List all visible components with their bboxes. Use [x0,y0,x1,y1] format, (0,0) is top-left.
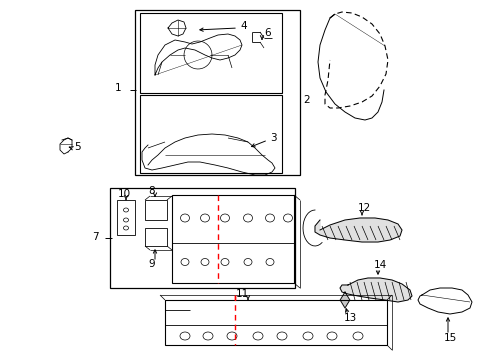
Text: 7: 7 [92,232,98,242]
Text: 2: 2 [303,95,309,105]
Text: 13: 13 [343,313,357,323]
Text: 5: 5 [74,142,81,152]
Text: 15: 15 [443,333,456,343]
Bar [172,195,293,283]
Bar [140,95,282,173]
Text: 1: 1 [115,83,121,93]
Polygon shape [314,218,401,242]
Bar [135,10,299,175]
Text: 9: 9 [148,259,154,269]
Bar [145,228,167,246]
Polygon shape [340,292,349,308]
Bar [164,300,386,345]
Text: 14: 14 [373,260,386,270]
Text: 4: 4 [240,21,246,31]
Text: 12: 12 [357,203,370,213]
Polygon shape [339,278,411,302]
Bar [110,188,294,288]
Bar [140,13,282,93]
Bar [117,200,135,235]
Text: 6: 6 [264,28,270,38]
Text: 8: 8 [148,186,154,196]
Text: 10: 10 [118,189,131,199]
Text: 3: 3 [269,133,276,143]
Text: 11: 11 [235,289,248,299]
Bar [145,200,167,220]
